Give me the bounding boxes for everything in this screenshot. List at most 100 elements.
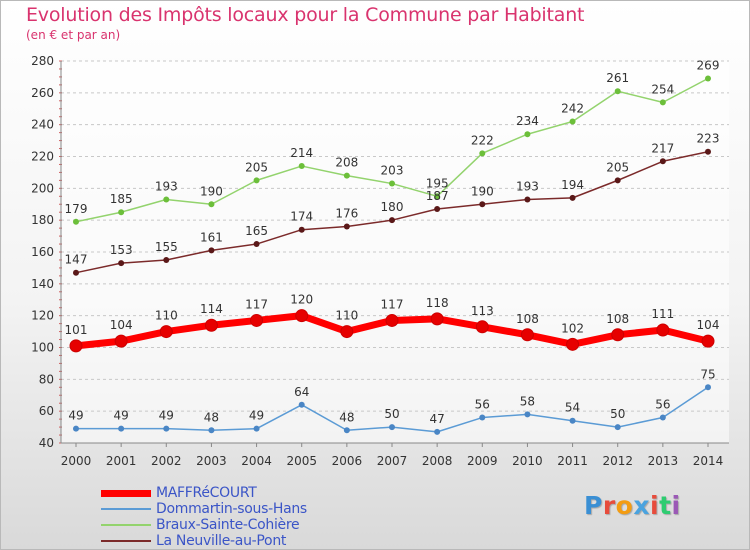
data-point bbox=[659, 99, 666, 106]
x-tick-label: 2009 bbox=[467, 454, 498, 468]
data-label: 269 bbox=[697, 59, 720, 73]
data-label: 193 bbox=[516, 179, 539, 193]
data-point bbox=[430, 312, 444, 326]
x-tick-label: 2005 bbox=[286, 454, 317, 468]
data-label: 48 bbox=[204, 410, 219, 424]
data-label: 161 bbox=[200, 230, 223, 244]
y-tick-label: 180 bbox=[31, 213, 54, 227]
y-tick-label: 120 bbox=[31, 309, 54, 323]
brand-logo-letter: P bbox=[584, 491, 603, 520]
data-point bbox=[705, 75, 711, 82]
data-label: 50 bbox=[610, 407, 625, 421]
data-point bbox=[163, 256, 170, 263]
brand-logo-letter: x bbox=[633, 491, 650, 520]
data-point bbox=[705, 148, 711, 155]
data-label: 190 bbox=[200, 184, 223, 198]
data-point bbox=[520, 328, 534, 342]
data-label: 180 bbox=[381, 200, 404, 214]
data-label: 113 bbox=[471, 304, 494, 318]
data-point bbox=[253, 425, 260, 432]
x-tick-label: 2007 bbox=[377, 454, 408, 468]
x-tick-label: 2013 bbox=[648, 454, 679, 468]
legend-label-braux: Braux-Sainte-Cohière bbox=[156, 517, 300, 533]
brand-logo-letter: r bbox=[602, 491, 616, 520]
data-point bbox=[614, 88, 621, 95]
data-point bbox=[163, 425, 170, 432]
data-label: 217 bbox=[651, 141, 674, 155]
data-label: 102 bbox=[561, 321, 584, 335]
data-label: 261 bbox=[606, 71, 629, 85]
data-label: 104 bbox=[110, 318, 133, 332]
data-label: 190 bbox=[471, 184, 494, 198]
x-tick-label: 2001 bbox=[106, 454, 137, 468]
data-point bbox=[569, 118, 576, 125]
data-label: 194 bbox=[561, 178, 584, 192]
x-tick-label: 2014 bbox=[693, 454, 724, 468]
data-point bbox=[389, 424, 395, 431]
data-point bbox=[118, 260, 125, 267]
data-point bbox=[118, 425, 125, 432]
data-point bbox=[69, 339, 83, 353]
data-label: 174 bbox=[290, 210, 313, 224]
data-point bbox=[208, 427, 215, 434]
data-label: 56 bbox=[475, 398, 490, 412]
y-tick-label: 260 bbox=[31, 86, 54, 100]
chart-title: Evolution des Impôts locaux pour la Comm… bbox=[26, 4, 585, 26]
data-point bbox=[389, 217, 395, 224]
data-point bbox=[298, 401, 305, 408]
y-tick-label: 160 bbox=[31, 245, 54, 259]
data-point bbox=[114, 334, 128, 348]
data-label: 47 bbox=[430, 412, 445, 426]
data-point bbox=[705, 384, 711, 391]
legend-item-maffrecourt: MAFFRéCOURT bbox=[101, 485, 307, 501]
legend-label-dommartin: Dommartin-sous-Hans bbox=[156, 501, 307, 517]
data-label: 222 bbox=[471, 133, 494, 147]
data-point bbox=[479, 414, 486, 421]
data-label: 110 bbox=[155, 309, 178, 323]
plot-area bbox=[61, 61, 729, 443]
data-point bbox=[208, 247, 215, 254]
data-point bbox=[524, 131, 531, 138]
data-label: 223 bbox=[697, 132, 720, 146]
data-point bbox=[73, 218, 79, 225]
data-point bbox=[701, 334, 715, 348]
data-label: 254 bbox=[651, 82, 674, 96]
data-point bbox=[208, 201, 215, 208]
data-label: 54 bbox=[565, 401, 580, 415]
data-label: 118 bbox=[426, 296, 449, 310]
y-tick-label: 40 bbox=[39, 436, 54, 450]
data-label: 187 bbox=[426, 189, 449, 203]
data-label: 75 bbox=[700, 367, 715, 381]
data-point bbox=[73, 269, 79, 276]
brand-logo: Proxiti bbox=[584, 491, 681, 520]
data-label: 49 bbox=[249, 409, 264, 423]
brand-logo-letter: i bbox=[671, 491, 681, 520]
legend-swatch-maffrecourt bbox=[101, 489, 151, 497]
data-point bbox=[566, 337, 580, 351]
y-tick-label: 200 bbox=[31, 181, 54, 195]
data-point bbox=[569, 417, 576, 424]
data-label: 110 bbox=[335, 309, 358, 323]
data-point bbox=[569, 194, 576, 201]
data-point bbox=[298, 226, 305, 233]
x-tick-label: 2002 bbox=[151, 454, 182, 468]
x-tick-label: 2004 bbox=[241, 454, 272, 468]
legend-item-braux: Braux-Sainte-Cohière bbox=[101, 517, 307, 533]
data-point bbox=[204, 318, 218, 332]
legend-item-dommartin: Dommartin-sous-Hans bbox=[101, 501, 307, 517]
data-point bbox=[250, 313, 264, 327]
x-tick-label: 2012 bbox=[602, 454, 633, 468]
chart-legend: MAFFRéCOURT Dommartin-sous-Hans Braux-Sa… bbox=[101, 485, 307, 550]
data-label: 176 bbox=[335, 207, 358, 221]
legend-label-maffrecourt: MAFFRéCOURT bbox=[156, 485, 257, 501]
data-label: 185 bbox=[110, 192, 133, 206]
data-point bbox=[253, 177, 260, 184]
data-point bbox=[295, 309, 309, 323]
data-point bbox=[524, 196, 531, 203]
data-point bbox=[118, 209, 125, 216]
data-label: 242 bbox=[561, 101, 584, 115]
y-tick-label: 60 bbox=[39, 404, 54, 418]
data-label: 117 bbox=[381, 297, 404, 311]
data-label: 234 bbox=[516, 114, 539, 128]
